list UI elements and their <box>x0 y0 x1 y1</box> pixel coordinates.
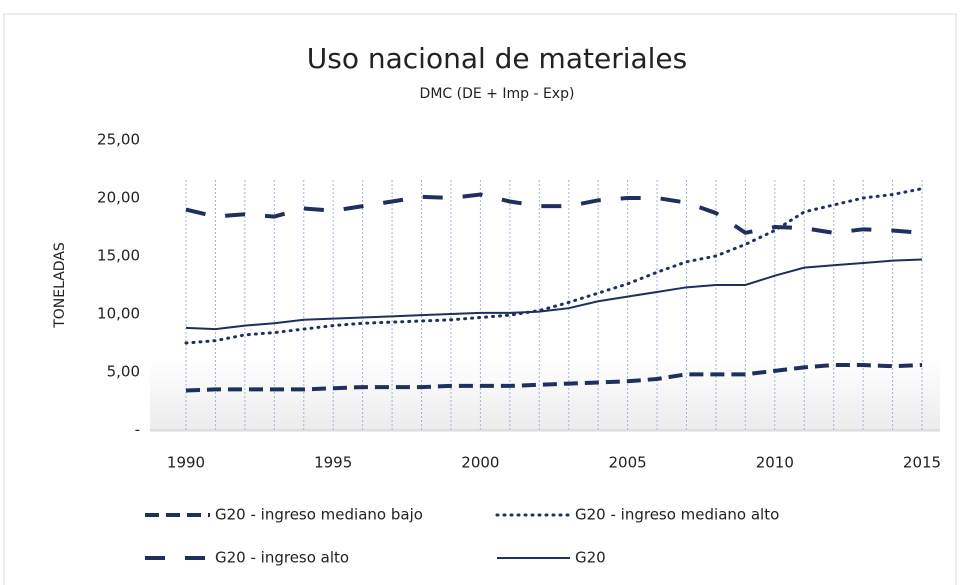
y-tick-label: 20,00 <box>97 189 140 207</box>
legend-label: G20 - ingreso alto <box>215 549 349 567</box>
chart-title: Uso nacional de materiales <box>307 42 688 75</box>
legend-label: G20 - ingreso mediano bajo <box>215 506 423 524</box>
series-line <box>185 258 923 331</box>
legend-label: G20 - ingreso mediano alto <box>575 506 779 524</box>
y-tick-label: 25,00 <box>97 131 140 149</box>
series-line <box>185 192 923 235</box>
x-tick-label: 2015 <box>903 454 941 472</box>
series-line <box>184 187 924 345</box>
x-tick-label: 2010 <box>756 454 794 472</box>
x-tick-label: 1990 <box>167 454 205 472</box>
frame <box>3 13 957 585</box>
x-tick-label: 2000 <box>461 454 499 472</box>
y-tick-label: - <box>135 421 140 439</box>
series-line <box>185 363 923 393</box>
x-tick-label: 2005 <box>609 454 647 472</box>
y-tick-label: 15,00 <box>97 247 140 265</box>
chart-subtitle: DMC (DE + Imp - Exp) <box>420 86 575 102</box>
plot-shade <box>150 360 940 432</box>
y-tick-label: 10,00 <box>97 305 140 323</box>
legend-label: G20 <box>575 549 606 567</box>
y-axis-label: TONELADAS <box>52 242 68 329</box>
y-tick-label: 5,00 <box>107 363 140 381</box>
x-tick-label: 1995 <box>314 454 352 472</box>
